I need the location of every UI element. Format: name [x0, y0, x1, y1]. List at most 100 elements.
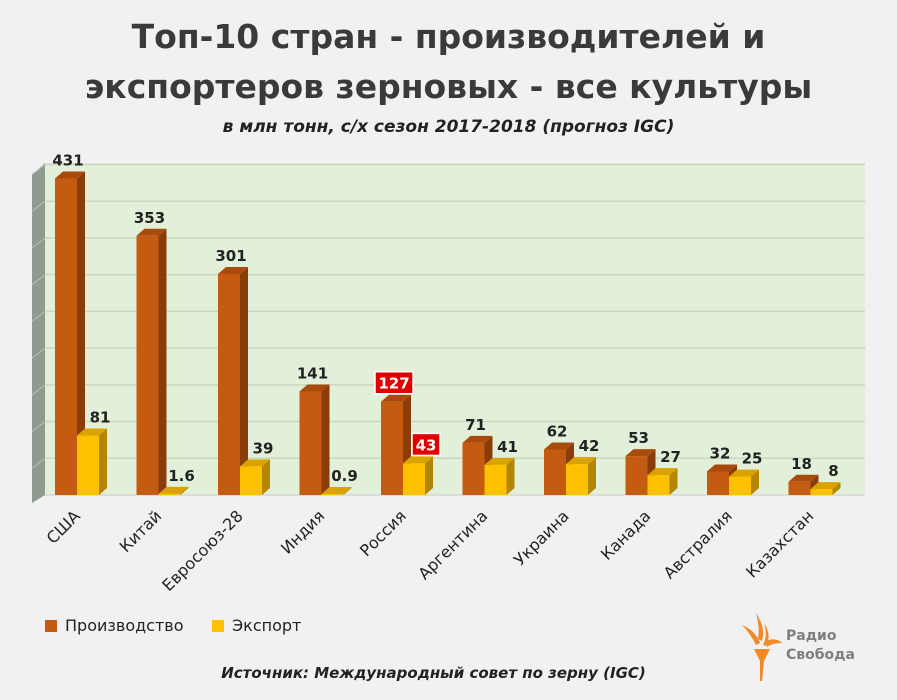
data-label: 42: [579, 437, 600, 455]
bar-export: [810, 489, 833, 495]
category-label: Евросоюз-28: [158, 506, 247, 595]
bar-side: [506, 457, 515, 495]
legend-label: Производство: [65, 616, 184, 635]
legend-item-production: Производство: [45, 616, 184, 635]
bar-side: [425, 456, 433, 495]
bar-production: [462, 442, 485, 495]
bar-side: [832, 482, 841, 495]
bar-production: [55, 178, 77, 495]
bar-side: [240, 266, 248, 495]
data-label: 18: [791, 455, 812, 473]
bar-export: [321, 494, 344, 495]
legend-swatch: [45, 619, 57, 632]
bar-side: [158, 228, 167, 495]
category-label: Австралия: [660, 506, 736, 582]
bar-export: [647, 475, 670, 495]
data-label: 43: [416, 436, 437, 454]
data-label: 39: [253, 439, 274, 457]
wall-gridline: [31, 421, 46, 432]
category-label: Казахстан: [742, 506, 817, 581]
data-label: 141: [297, 364, 328, 382]
bar-export: [484, 464, 507, 495]
bar-top: [707, 464, 737, 472]
bar-side: [77, 171, 85, 495]
bar-export: [729, 476, 751, 495]
data-label: 8: [828, 462, 838, 480]
bar-production: [625, 456, 648, 495]
category-label: Китай: [116, 506, 166, 556]
bar-production: [136, 235, 159, 495]
highlight-label-box: [411, 432, 441, 457]
category-label: Россия: [356, 506, 410, 560]
bar-side: [343, 487, 352, 495]
bar-top: [240, 459, 270, 467]
bar-side: [588, 457, 596, 495]
bar-side: [99, 428, 107, 495]
bar-top: [218, 266, 248, 274]
legend-swatch: [212, 619, 224, 632]
bar-side: [262, 459, 270, 495]
logo-text: Радио Свобода: [786, 627, 855, 665]
bar-top: [810, 482, 841, 490]
left-wall: [32, 163, 45, 503]
data-label: 353: [134, 209, 165, 227]
bar-export: [566, 464, 588, 495]
bar-export: [403, 463, 425, 495]
highlight-label-box: [374, 370, 414, 395]
data-label: 41: [497, 438, 518, 456]
wall-gridline: [31, 274, 46, 286]
bar-top: [462, 435, 493, 443]
bar-top: [321, 487, 352, 494]
bar-top: [158, 486, 189, 494]
legend-label: Экспорт: [232, 616, 302, 635]
bar-top: [788, 474, 819, 482]
data-label: 0.9: [331, 467, 358, 485]
data-label: 25: [742, 450, 763, 468]
bar-top: [136, 228, 167, 236]
wall-gridline: [31, 237, 46, 249]
bar-production: [707, 471, 729, 495]
bar-production: [218, 273, 240, 495]
chart-subtitle: в млн тонн, с/х сезон 2017-2018 (прогноз…: [222, 117, 675, 137]
wall-gridline: [31, 200, 46, 212]
bar-top: [544, 442, 574, 450]
radio-svoboda-torch-logo: [742, 613, 782, 681]
wall-gridline: [31, 164, 46, 175]
bar-export: [77, 435, 99, 495]
data-label: 127: [378, 375, 409, 393]
data-label: 62: [547, 422, 568, 440]
bar-top: [299, 384, 330, 392]
wall-gridline: [31, 384, 46, 396]
bar-side: [321, 384, 330, 495]
legend-item-export: Экспорт: [212, 616, 301, 635]
data-label: 431: [52, 151, 83, 169]
source-note: Источник: Международный совет по зерну (…: [221, 664, 646, 682]
bar-production: [381, 401, 403, 495]
category-label: Украина: [510, 506, 573, 569]
bar-top: [55, 171, 85, 179]
category-label: Канада: [597, 506, 654, 563]
bar-top: [729, 469, 759, 477]
bar-production: [299, 391, 322, 495]
data-label: 27: [660, 448, 681, 466]
bar-export: [158, 493, 181, 495]
bar-top: [77, 428, 107, 436]
bar-side: [751, 469, 759, 495]
bar-production: [544, 449, 566, 495]
category-label: Аргентина: [414, 506, 491, 583]
bar-export: [240, 466, 262, 495]
data-label: 53: [628, 429, 649, 447]
category-label: Индия: [277, 506, 328, 557]
bar-side: [180, 486, 189, 495]
bar-top: [566, 457, 596, 465]
wall-gridline: [31, 347, 46, 359]
chart-title-line-2: экспортеров зерновых - все культуры: [84, 67, 813, 106]
bar-top: [381, 394, 411, 402]
data-label: 32: [710, 444, 731, 462]
logo-text-line: Радио: [786, 628, 837, 644]
category-label: США: [43, 506, 84, 547]
chart-title-line-1: Топ-10 стран - производителей и: [131, 17, 766, 56]
plot-background: [45, 163, 865, 495]
data-label: 71: [465, 416, 486, 434]
